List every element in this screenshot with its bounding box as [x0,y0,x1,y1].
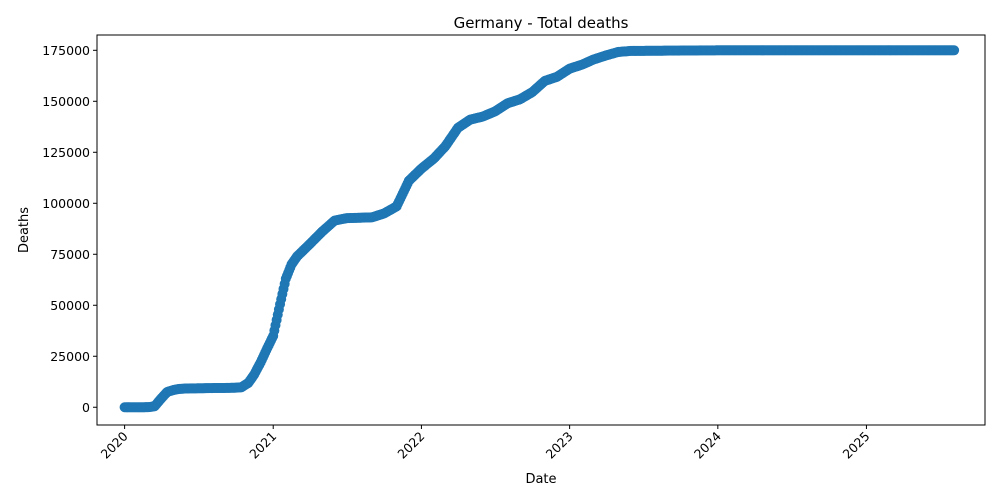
chart-title: Germany - Total deaths [454,14,629,32]
y-tick-label: 50000 [50,298,90,313]
data-points [119,45,960,413]
y-tick-label: 125000 [42,145,90,160]
y-tick-label: 0 [82,400,90,415]
y-tick-label: 150000 [42,94,90,109]
y-axis-label: Deaths [17,207,32,253]
y-tick-label: 75000 [50,247,90,262]
y-axis: 0 25000 50000 75000 100000 125000 150000 175000 [42,43,97,415]
plot-area [96,34,986,426]
plot-frame [96,34,986,426]
data-point [949,45,960,56]
y-tick-label: 100000 [42,196,90,211]
y-tick-label: 175000 [42,43,90,58]
y-tick-label: 25000 [50,349,90,364]
x-axis-label: Date [525,472,556,487]
